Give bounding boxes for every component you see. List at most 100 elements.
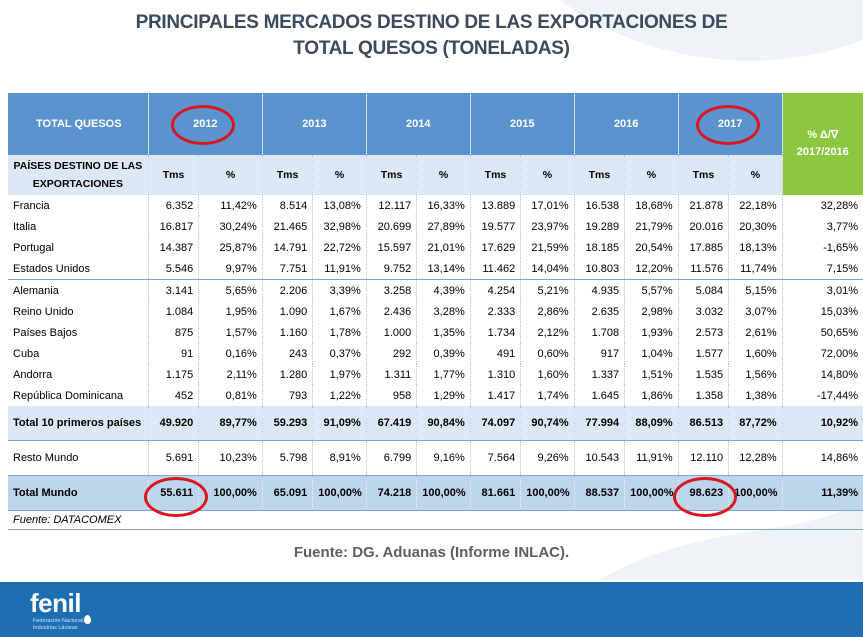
- table-cell: 0,16%: [198, 343, 263, 364]
- table-cell: 4.935: [573, 279, 625, 301]
- table-cell: 10.543: [573, 440, 625, 476]
- table-cell: 1,60%: [728, 343, 783, 364]
- table-cell: 11,91%: [312, 258, 367, 280]
- table-cell: 18,13%: [728, 237, 783, 258]
- tms-header: Tms: [573, 155, 625, 195]
- table-cell: 50,65%: [781, 322, 863, 343]
- table-cell: 15,03%: [781, 301, 863, 322]
- table-cell: 67.419: [365, 406, 417, 441]
- table-cell: 2.206: [261, 279, 313, 301]
- table-cell: 11,74%: [728, 258, 783, 280]
- table-cell: 55.611: [147, 475, 199, 511]
- table-cell: 958: [365, 385, 417, 406]
- fenil-logo: fenil: [30, 588, 81, 618]
- table-cell: 3.258: [365, 279, 417, 301]
- table-cell: 1.708: [573, 322, 625, 343]
- table-cell: 100,00%: [728, 475, 783, 511]
- table-cell: 5,57%: [624, 279, 679, 301]
- table-cell: 9,26%: [520, 440, 575, 476]
- table-row: Reino Unido 1.084 1,95% 1.090 1,67% 2.436 3,28…: [8, 301, 863, 322]
- table-cell: 12,20%: [624, 258, 679, 280]
- table-cell: 14,86%: [781, 440, 863, 476]
- tms-header: Tms: [261, 155, 313, 195]
- year-header-2016: 2016: [573, 93, 679, 155]
- table-cell: -17,44%: [781, 385, 863, 406]
- table-cell: 17.885: [677, 237, 729, 258]
- page-title: PRINCIPALES MERCADOS DESTINO DE LAS EXPO…: [0, 10, 863, 62]
- table-cell: 21.878: [677, 195, 729, 216]
- table-cell: 3,07%: [728, 301, 783, 322]
- table-cell: 12.117: [365, 195, 417, 216]
- row-label: Francia: [13, 199, 50, 212]
- drop-icon: [84, 615, 91, 624]
- table-cell: 27,89%: [416, 216, 471, 237]
- tms-header: Tms: [147, 155, 199, 195]
- table-cell: 9,97%: [198, 258, 263, 280]
- table-cell: 0,81%: [198, 385, 263, 406]
- pct-header: %: [624, 155, 679, 195]
- table-cell: 2.573: [677, 322, 729, 343]
- tms-header: Tms: [677, 155, 729, 195]
- table-row: Cuba 91 0,16% 243 0,37% 292 0,39% 491 0,60% 917 1,…: [8, 343, 863, 364]
- table-cell: 100,00%: [198, 475, 263, 511]
- table-row: Estados Unidos 5.546 9,97% 7.751 11,91% 9.752…: [8, 258, 863, 280]
- table-cell: 86.513: [677, 406, 729, 441]
- table-cell: 1.734: [469, 322, 521, 343]
- table-cell: 1.175: [147, 364, 199, 385]
- table-cell: 4,39%: [416, 279, 471, 301]
- table-cell: 292: [365, 343, 417, 364]
- table-cell: -1,65%: [781, 237, 863, 258]
- variation-header: % Δ/∇ 2017/2016: [781, 93, 863, 195]
- table-cell: 17.629: [469, 237, 521, 258]
- table-cell: 1,35%: [416, 322, 471, 343]
- table-cell: 0,60%: [520, 343, 575, 364]
- table-cell: 18,68%: [624, 195, 679, 216]
- source-note: Fuente: DG. Aduanas (Informe INLAC).: [293, 544, 570, 561]
- table-cell: 452: [147, 385, 199, 406]
- table-cell: 20.699: [365, 216, 417, 237]
- table-cell: 1,60%: [520, 364, 575, 385]
- table-cell: 65.091: [261, 475, 313, 511]
- table-cell: 2.635: [573, 301, 625, 322]
- table-cell: 20.016: [677, 216, 729, 237]
- variation-label-line1: % Δ/∇: [807, 129, 839, 141]
- table-cell: 13.889: [469, 195, 521, 216]
- table-cell: 875: [147, 322, 199, 343]
- table-row: República Dominicana 452 0,81% 793 1,22% 958 1…: [8, 385, 863, 406]
- table-cell: 100,00%: [312, 475, 367, 511]
- table-cell: 21,01%: [416, 237, 471, 258]
- table-cell: 2,12%: [520, 322, 575, 343]
- table-cell: 100,00%: [624, 475, 679, 511]
- table-cell: 1,57%: [198, 322, 263, 343]
- table-cell: 5.546: [147, 258, 199, 280]
- world-total-row: Total Mundo 55.611 100,00% 65.091 100,00% 74.…: [8, 475, 863, 511]
- table-source: Fuente: DATACOMEX: [8, 510, 863, 530]
- row-label: Total 10 primeros países: [8, 406, 149, 441]
- table-cell: 2,98%: [624, 301, 679, 322]
- table-cell: 20,54%: [624, 237, 679, 258]
- row-label: Portugal: [13, 241, 54, 254]
- year-header-2015: 2015: [469, 93, 575, 155]
- table-cell: 5,15%: [728, 279, 783, 301]
- table-cell: 2,86%: [520, 301, 575, 322]
- table-cell: 87,72%: [728, 406, 783, 441]
- table-cell: 1,86%: [624, 385, 679, 406]
- row-label: Cuba: [13, 347, 40, 360]
- table-cell: 10.803: [573, 258, 625, 280]
- countries-header: PAÍSES DESTINO DE LAS EXPORTACIONES: [8, 155, 149, 195]
- table-cell: 0,37%: [312, 343, 367, 364]
- logo-subtext: Federación Nacional de Industrias Láctea…: [33, 618, 92, 631]
- table-cell: 90,74%: [520, 406, 575, 441]
- table-cell: 491: [469, 343, 521, 364]
- table-cell: 14.791: [261, 237, 313, 258]
- table-cell: 3,28%: [416, 301, 471, 322]
- table-cell: 32,28%: [781, 195, 863, 216]
- exports-table: TOTAL QUESOS 2012 2013 2014 2015 2016 20…: [8, 93, 863, 530]
- total-10-row: Total 10 primeros países 49.920 89,77% 59.2…: [8, 406, 863, 441]
- table-cell: 20,30%: [728, 216, 783, 237]
- rest-of-world-row: Resto Mundo 5.691 10,23% 5.798 8,91% 6.799 9,1…: [8, 440, 863, 476]
- table-cell: 19.289: [573, 216, 625, 237]
- table-cell: 3,77%: [781, 216, 863, 237]
- table-cell: 91: [147, 343, 199, 364]
- table-cell: 1,38%: [728, 385, 783, 406]
